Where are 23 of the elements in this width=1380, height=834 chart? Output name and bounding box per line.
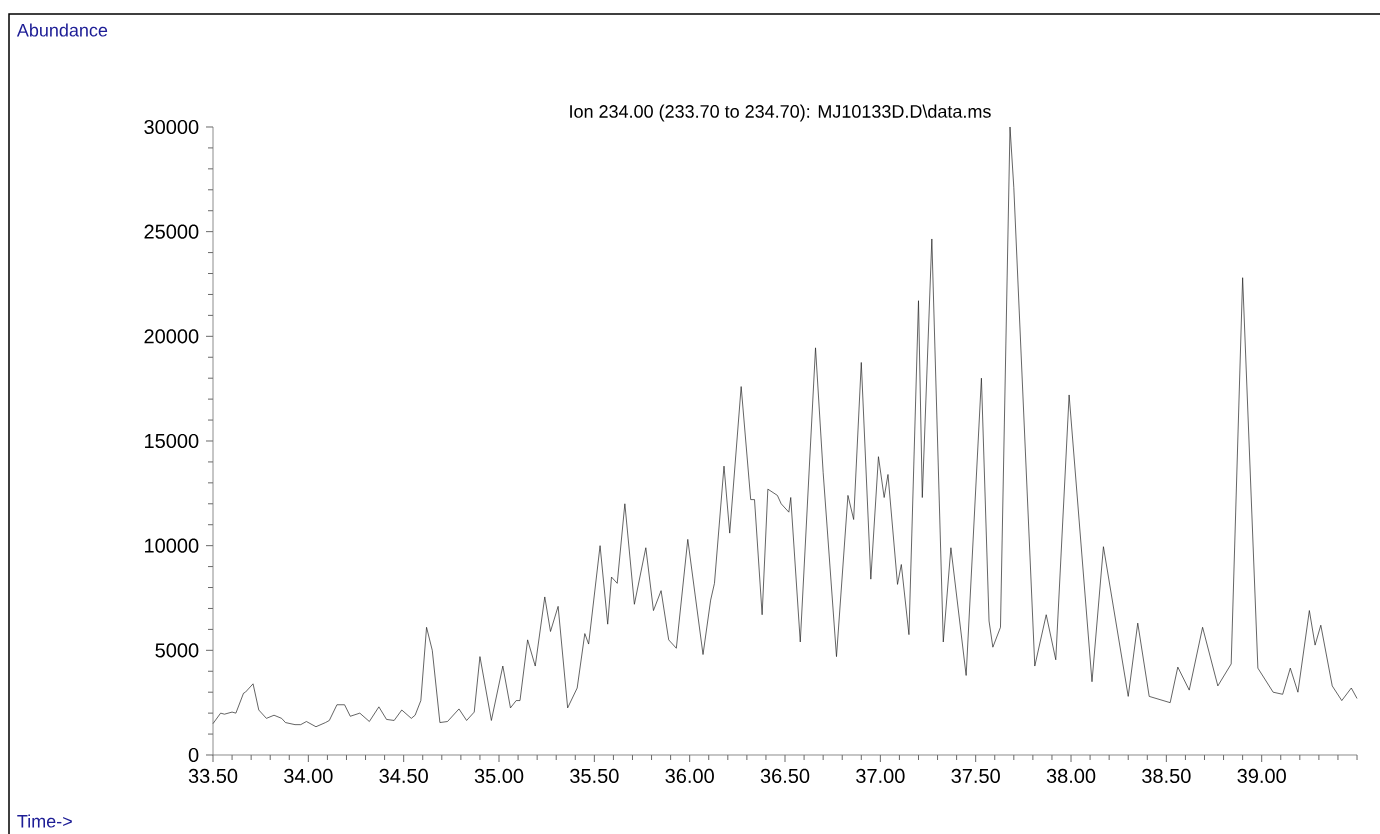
x-tick-label: 34.50 <box>379 768 428 784</box>
x-tick-label: 37.00 <box>856 768 905 784</box>
chart-title: Ion 234.00 (233.70 to 234.70): MJ10133D.D\data.ms <box>570 104 991 122</box>
x-tick-label: 36.50 <box>760 768 810 784</box>
text: Time-> <box>17 814 72 828</box>
y-tick-label: 30000 <box>144 119 199 135</box>
x-tick-label: 38.00 <box>1046 768 1096 784</box>
x-tick-label: 38.50 <box>1142 768 1191 784</box>
line-series <box>212 126 1358 728</box>
x-tick-label: 34.00 <box>284 768 333 784</box>
y-tick-label: 15000 <box>145 433 199 449</box>
y-tick-label: 25000 <box>144 224 199 239</box>
x-tick-label: 35.00 <box>474 768 524 784</box>
x-tick-label: 37.50 <box>951 768 1000 784</box>
x-tick-label: 36.00 <box>665 768 714 784</box>
x-tick-label: 33.50 <box>188 768 238 784</box>
text: Abundance <box>16 23 108 37</box>
y-tick-label: 5000 <box>155 643 199 658</box>
x-tick-label: 39.00 <box>1237 768 1286 784</box>
y-tick-label: 0 <box>188 747 199 763</box>
y-tick-label: 10000 <box>145 538 199 553</box>
y-tick-label: 20000 <box>144 329 199 344</box>
x-tick-label: 35.50 <box>570 768 619 784</box>
